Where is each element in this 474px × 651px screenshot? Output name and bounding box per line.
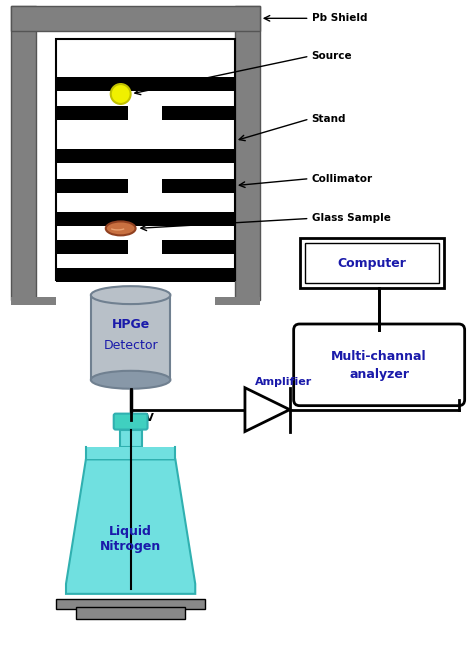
Bar bbox=[56, 106, 128, 120]
Bar bbox=[163, 106, 235, 120]
Bar bbox=[91, 295, 170, 380]
Bar bbox=[163, 240, 235, 255]
Text: HV: HV bbox=[136, 413, 154, 422]
Bar bbox=[86, 447, 175, 460]
Text: Detector: Detector bbox=[103, 339, 158, 352]
Ellipse shape bbox=[106, 221, 136, 236]
Bar bbox=[11, 297, 56, 305]
Bar bbox=[120, 430, 142, 447]
Bar bbox=[235, 7, 260, 300]
Text: Source: Source bbox=[311, 51, 352, 61]
Bar bbox=[11, 7, 36, 300]
Text: Amplifier: Amplifier bbox=[255, 377, 312, 387]
Bar bbox=[235, 7, 260, 300]
Bar bbox=[11, 7, 260, 31]
Text: Multi-channal: Multi-channal bbox=[331, 350, 427, 363]
Circle shape bbox=[111, 84, 131, 104]
Bar bbox=[163, 178, 235, 193]
Bar bbox=[11, 7, 260, 31]
Text: Collimator: Collimator bbox=[311, 174, 373, 184]
Bar bbox=[11, 7, 36, 300]
Polygon shape bbox=[66, 460, 195, 594]
FancyBboxPatch shape bbox=[114, 413, 147, 430]
Bar bbox=[215, 297, 260, 305]
FancyBboxPatch shape bbox=[294, 324, 465, 406]
Ellipse shape bbox=[91, 286, 170, 304]
Text: analyzer: analyzer bbox=[349, 368, 409, 381]
Ellipse shape bbox=[91, 371, 170, 389]
Bar bbox=[56, 268, 235, 282]
Bar bbox=[76, 607, 185, 618]
Polygon shape bbox=[245, 388, 290, 432]
Bar bbox=[56, 77, 235, 91]
Text: Liquid
Nitrogen: Liquid Nitrogen bbox=[100, 525, 161, 553]
Text: Computer: Computer bbox=[337, 256, 406, 270]
Bar bbox=[56, 599, 205, 609]
Bar bbox=[56, 39, 235, 280]
Bar bbox=[56, 212, 235, 227]
Text: Stand: Stand bbox=[311, 114, 346, 124]
Bar bbox=[56, 240, 128, 255]
Text: HPGe: HPGe bbox=[111, 318, 150, 331]
Text: Pb Shield: Pb Shield bbox=[311, 13, 367, 23]
Bar bbox=[305, 243, 439, 283]
Text: Glass Sample: Glass Sample bbox=[311, 214, 391, 223]
Bar bbox=[56, 178, 128, 193]
Bar bbox=[56, 149, 235, 163]
Bar bbox=[300, 238, 444, 288]
